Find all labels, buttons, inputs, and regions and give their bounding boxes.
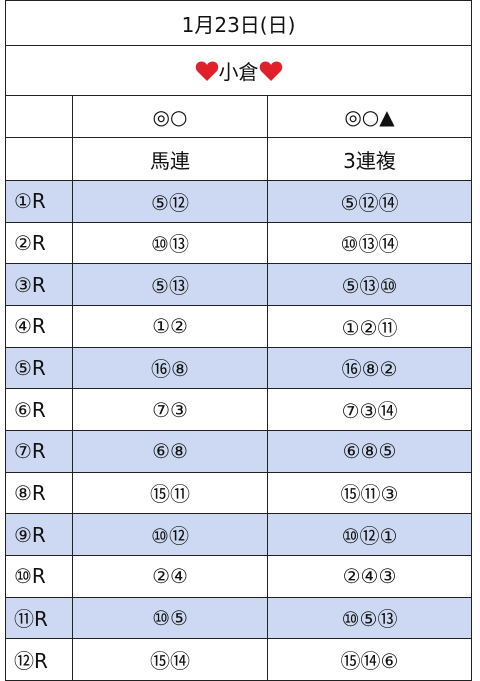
race-table: 1月23日(日) 小倉 ◎○ ◎○▲ 馬連 3連複 ①R ⑤⑫ ⑤⑫⑭ ②R ⑩⑬ ⑩⑬⑭ ③R…: [4, 0, 473, 681]
race-label: ④R: [5, 304, 73, 348]
pick: ⑩⑬: [72, 221, 268, 265]
race-label: ②R: [5, 221, 73, 265]
race-row: ③R ⑤⑬ ⑤⑬⑩: [5, 263, 473, 306]
race-row: ②R ⑩⑬ ⑩⑬⑭: [5, 221, 473, 265]
race-label: ⑧R: [5, 471, 73, 515]
race-row: ④R ①② ①②⑪: [5, 304, 473, 348]
title: 1月23日(日): [4, 0, 473, 46]
race-label: ⑫R: [5, 638, 73, 681]
pick: ⑦③⑭: [266, 388, 473, 431]
empty-cell: [5, 95, 73, 138]
pick: ⑩⑤: [72, 596, 268, 640]
pick: ②④: [72, 554, 268, 598]
column-header: ◎○: [72, 95, 268, 138]
race-label: ⑦R: [5, 429, 73, 473]
race-row: ⑦R ⑥⑧ ⑥⑧⑤: [5, 429, 473, 473]
pick: ⑮⑪③: [266, 471, 473, 515]
race-label: ⑤R: [5, 346, 73, 390]
pick: ①②: [72, 304, 268, 348]
pick: ⑩⑬⑭: [266, 221, 473, 265]
race-row: ⑨R ⑩⑫ ⑩⑫①: [5, 513, 473, 556]
race-row: ⑫R ⑮⑭ ⑮⑭⑥: [5, 638, 473, 681]
pick: ⑦③: [72, 388, 268, 431]
race-label: ⑥R: [5, 388, 73, 431]
venue: 小倉: [218, 60, 259, 84]
race-row: ⑩R ②④ ②④③: [5, 554, 473, 598]
race-row: ⑤R ⑯⑧ ⑯⑧②: [5, 346, 473, 390]
pick: ⑤⑬: [72, 263, 268, 306]
race-row: ⑪R ⑩⑤ ⑩⑤⑬: [5, 596, 473, 640]
subheader: 3連複: [266, 137, 473, 181]
race-row: ⑧R ⑮⑪ ⑮⑪③: [5, 471, 473, 515]
subheader: 馬連: [72, 137, 268, 181]
pick: ⑩⑫①: [266, 513, 473, 556]
race-row: ①R ⑤⑫ ⑤⑫⑭: [5, 180, 473, 223]
pick: ⑯⑧: [72, 346, 268, 390]
pick: ⑮⑭: [72, 638, 268, 681]
pick: ⑤⑫: [72, 180, 268, 223]
heart-icon: [259, 61, 282, 81]
pick: ②④③: [266, 554, 473, 598]
pick: ⑮⑭⑥: [266, 638, 473, 681]
heart-icon: [195, 61, 218, 81]
column-header: ◎○▲: [266, 95, 473, 138]
venue-cell: 小倉: [4, 45, 473, 96]
pick: ⑤⑫⑭: [266, 180, 473, 223]
pick: ①②⑪: [266, 304, 473, 348]
race-label: ⑪R: [5, 596, 73, 640]
pick: ⑮⑪: [72, 471, 268, 515]
pick: ⑥⑧⑤: [266, 429, 473, 473]
pick: ⑤⑬⑩: [266, 263, 473, 306]
race-label: ③R: [5, 263, 73, 306]
empty-cell: [5, 137, 73, 181]
pick: ⑯⑧②: [266, 346, 473, 390]
race-label: ⑨R: [5, 513, 73, 556]
race-label: ①R: [5, 180, 73, 223]
pick: ⑥⑧: [72, 429, 268, 473]
pick: ⑩⑤⑬: [266, 596, 473, 640]
race-row: ⑥R ⑦③ ⑦③⑭: [5, 388, 473, 431]
pick: ⑩⑫: [72, 513, 268, 556]
race-label: ⑩R: [5, 554, 73, 598]
